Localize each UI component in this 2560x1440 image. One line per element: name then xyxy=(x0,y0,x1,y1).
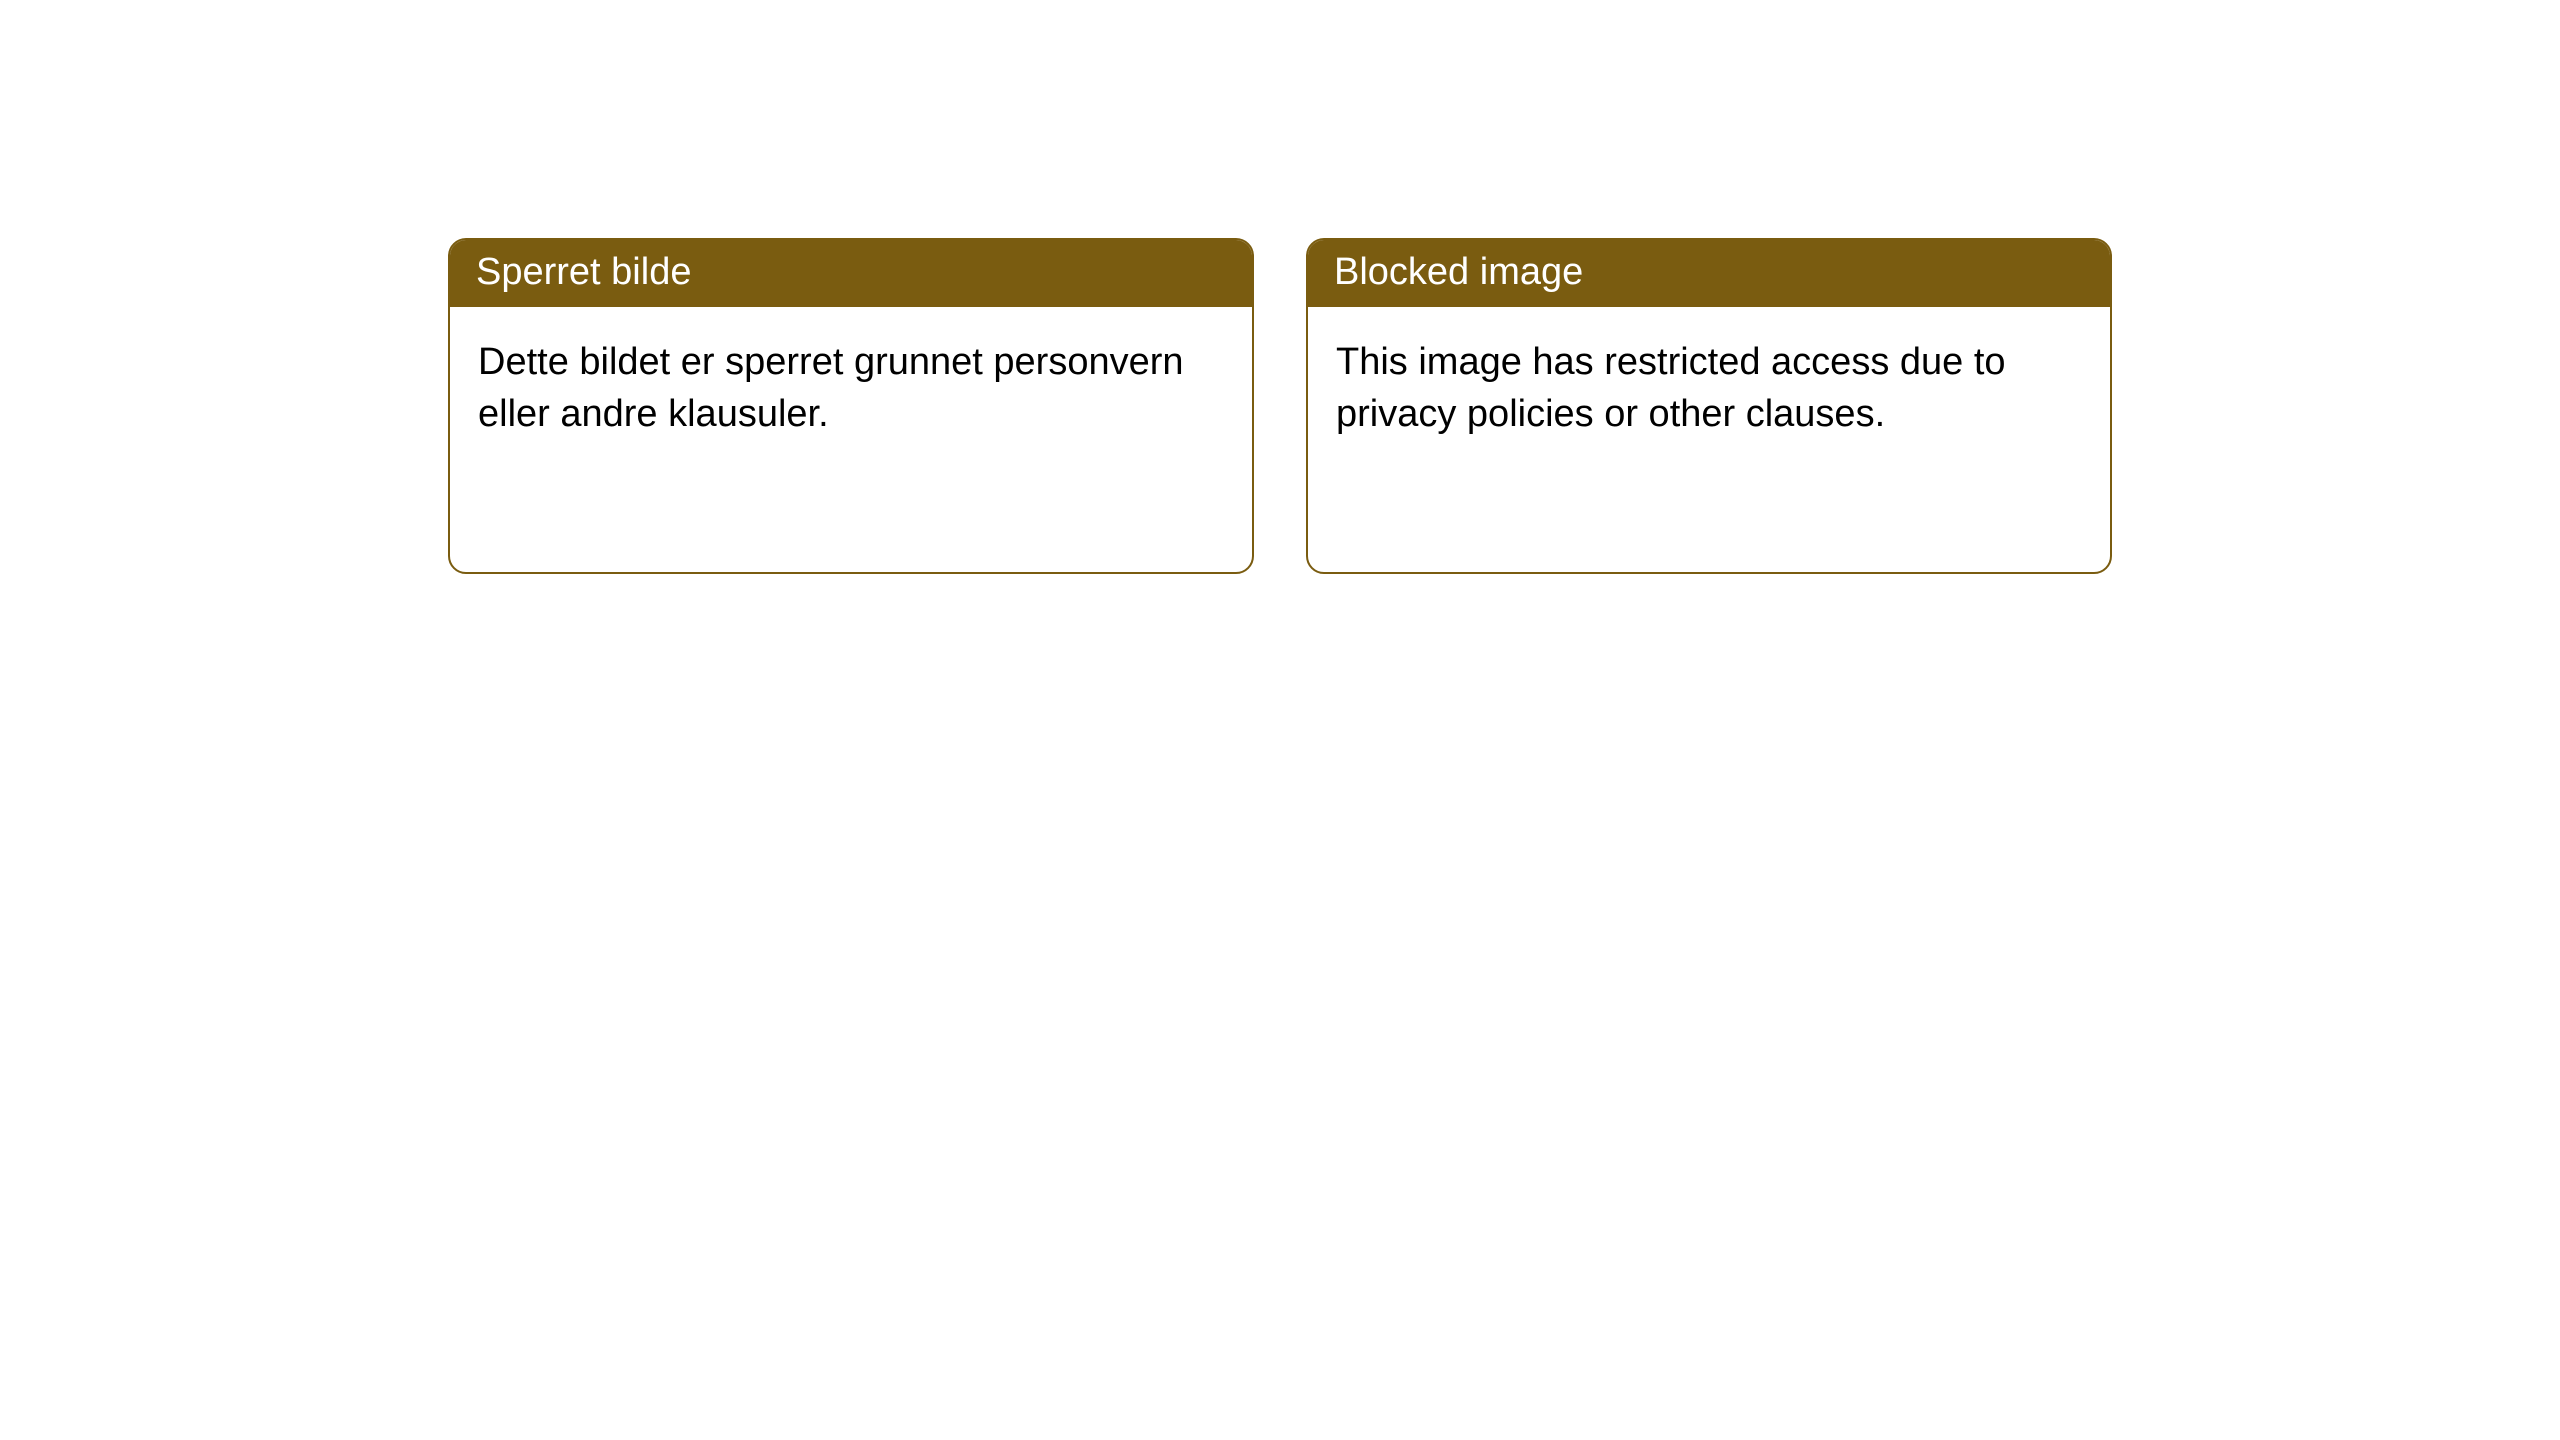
cards-container: Sperret bilde Dette bildet er sperret gr… xyxy=(0,0,2560,574)
card-title: Blocked image xyxy=(1308,240,2110,307)
card-title: Sperret bilde xyxy=(450,240,1252,307)
card-body: This image has restricted access due to … xyxy=(1308,307,2110,470)
card-body: Dette bildet er sperret grunnet personve… xyxy=(450,307,1252,470)
blocked-image-card-no: Sperret bilde Dette bildet er sperret gr… xyxy=(448,238,1254,574)
blocked-image-card-en: Blocked image This image has restricted … xyxy=(1306,238,2112,574)
